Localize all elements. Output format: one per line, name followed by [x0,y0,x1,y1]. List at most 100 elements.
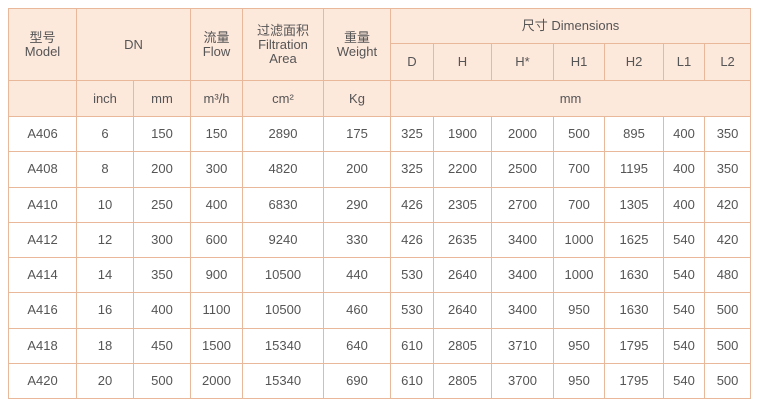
table-cell: 150 [190,115,243,153]
table-cell: 10500 [242,256,324,294]
table-cell: 1000 [553,221,605,259]
table-row: A408 8 200 300 4820 200 325 2200 2500 700 1195 400 3… [8,151,752,188]
table-cell: 500 [703,292,752,329]
table-cell: A410 [8,186,77,223]
table-cell: 400 [190,186,243,223]
unit-cell: mm [389,80,752,117]
table-cell: 2640 [433,256,492,294]
table-cell: 450 [133,327,191,364]
header-cell: 流量 Flow [190,8,243,81]
table-cell: 1305 [604,186,664,223]
table-cell: A416 [8,292,77,329]
header-cell: H2 [604,43,664,81]
table-cell: 1195 [604,151,664,188]
table-cell: 325 [390,151,434,188]
table-cell: 500 [703,327,752,364]
table-cell: 500 [703,362,752,400]
table-cell: 700 [553,186,605,223]
table-cell: 610 [390,362,434,400]
table-cell: 1900 [433,115,492,153]
table-cell: 200 [323,151,391,188]
header-cell: DN [76,8,191,81]
table-cell: 2305 [433,186,492,223]
table-cell: 1500 [190,327,243,364]
table-row: A412 12 300 600 9240 330 426 2635 3400 1000 1625 54… [8,221,752,259]
table-row: A418 18 450 1500 15340 640 610 2805 3710 950 1795 5… [8,327,752,364]
table-cell: 640 [323,327,391,364]
table-cell: 350 [133,256,191,294]
table-cell: 480 [703,256,752,294]
table-row: A414 14 350 900 10500 440 530 2640 3400 1000 1630 5… [8,256,752,294]
table-cell: 900 [190,256,243,294]
table-cell: 500 [133,362,191,400]
header-cell: H [433,43,492,81]
header-text: Area [269,50,297,66]
table-cell: 610 [390,327,434,364]
table-cell: 540 [663,362,705,400]
table-cell: 300 [190,151,243,188]
table-cell: 400 [663,151,705,188]
table-cell: 600 [190,221,243,259]
header-cell: 重量 Weight [323,8,391,81]
table-cell: 530 [390,292,434,329]
table-cell: 15340 [242,362,324,400]
table-cell: 2000 [491,115,554,153]
table-cell: 950 [553,327,605,364]
table-cell: 3400 [491,256,554,294]
header-text: 过滤面积 [256,22,309,38]
header-cell: 过滤面积 Filtration Area [242,8,324,81]
table-cell: 950 [553,362,605,400]
header-cell: L1 [663,43,705,81]
header-cell: D [390,43,434,81]
table-cell: 10 [76,186,134,223]
table-row: A410 10 250 400 6830 290 426 2305 2700 700 1305 400… [8,186,752,223]
header-text: Weight [336,43,378,59]
table-cell: 9240 [242,221,324,259]
table-cell: 540 [663,327,705,364]
table-cell: 2000 [190,362,243,400]
table-cell: 6830 [242,186,324,223]
table-cell: 3400 [491,221,554,259]
unit-cell: cm² [242,80,324,117]
table-cell: A418 [8,327,77,364]
table-cell: 12 [76,221,134,259]
table-cell: 2805 [433,362,492,400]
table-cell: 20 [76,362,134,400]
table-cell: 300 [133,221,191,259]
table-cell: 1000 [553,256,605,294]
table-cell: 690 [323,362,391,400]
header-cell: L2 [703,43,752,81]
table-cell: 350 [703,151,752,188]
table-cell: 2500 [491,151,554,188]
table-cell: 3710 [491,327,554,364]
header-text: Model [24,43,61,59]
header-text: 流量 [203,29,230,45]
table-cell: 400 [663,115,705,153]
table-cell: 540 [663,292,705,329]
unit-cell: Kg [323,80,391,117]
table-cell: 1630 [604,256,664,294]
table-cell: A408 [8,151,77,188]
table-cell: 290 [323,186,391,223]
table-cell: 16 [76,292,134,329]
table-cell: 895 [604,115,664,153]
table-cell: 200 [133,151,191,188]
table-cell: 420 [703,221,752,259]
header-text: Flow [202,43,231,59]
unit-cell: inch [76,80,134,117]
table-cell: A414 [8,256,77,294]
table-cell: 10500 [242,292,324,329]
table-cell: 1795 [604,362,664,400]
table-cell: 250 [133,186,191,223]
table-row: A406 6 150 150 2890 175 325 1900 2000 500 895 400 35… [8,115,752,153]
table-cell: 950 [553,292,605,329]
table-cell: 3400 [491,292,554,329]
header-text: Filtration [258,36,308,52]
table-cell: 500 [553,115,605,153]
table-cell: 420 [703,186,752,223]
table-cell: 150 [133,115,191,153]
table-cell: 400 [133,292,191,329]
table-cell: 2700 [491,186,554,223]
table-cell: A406 [8,115,77,153]
